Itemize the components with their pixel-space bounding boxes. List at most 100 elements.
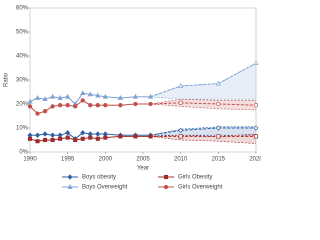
point [73, 104, 78, 109]
point [65, 103, 70, 108]
point [27, 132, 33, 138]
x-tick-label: 2000 [99, 157, 113, 163]
line-segment [105, 133, 121, 136]
y-tick-label: 30% [16, 78, 29, 84]
legend-label: Girls Overweight [178, 185, 223, 191]
line-segment [180, 127, 219, 131]
point [253, 60, 259, 66]
point [80, 136, 85, 141]
band-edge [150, 98, 256, 105]
x-axis-label: Year [137, 166, 149, 172]
point [43, 137, 48, 143]
point [118, 103, 123, 108]
point [103, 103, 108, 108]
point [148, 101, 153, 107]
band-edge [150, 136, 257, 144]
point [178, 134, 183, 139]
point [216, 134, 221, 139]
point [148, 134, 153, 139]
point [102, 131, 108, 137]
y-tick-label: 40% [16, 54, 29, 60]
point [50, 137, 55, 143]
point [147, 93, 154, 99]
y-tick-label: 20% [16, 102, 29, 108]
point [103, 135, 108, 140]
point [133, 101, 138, 107]
point [80, 130, 86, 136]
point [253, 103, 259, 108]
point [65, 130, 71, 136]
point [73, 137, 78, 143]
band-edge [150, 96, 256, 100]
line-segment [150, 102, 181, 105]
x-tick-label: 1995 [61, 157, 75, 163]
chart: Ratio Year 0% 10% 20% 30% 40% 50% 60% 1990 1995 2… [4, 6, 261, 191]
point [65, 135, 70, 140]
point [42, 131, 48, 137]
point [95, 131, 101, 137]
line-segment [180, 83, 219, 87]
point [42, 109, 48, 114]
band-edge [150, 133, 257, 137]
point [95, 92, 101, 98]
point [42, 96, 48, 102]
point [65, 93, 71, 99]
x-tick-label: 2015 [212, 157, 226, 163]
point [215, 125, 221, 131]
point [50, 104, 55, 109]
projection-band [150, 126, 256, 136]
legend-label: Boys obesity [82, 175, 116, 181]
point [57, 95, 63, 100]
projection-band [150, 63, 256, 100]
x-tick-label: 2020 [249, 157, 261, 163]
point [80, 98, 85, 103]
band-edge [150, 126, 256, 136]
point [117, 95, 123, 100]
point [253, 134, 259, 139]
line-segment [150, 129, 181, 136]
point [178, 100, 183, 105]
point [57, 103, 63, 108]
point [58, 136, 63, 141]
y-tick-label: 60% [16, 6, 29, 12]
legend-marker [67, 184, 73, 189]
point [57, 132, 63, 138]
point [35, 111, 40, 116]
y-axis-label: Ratio [4, 72, 10, 87]
point [215, 80, 221, 86]
point [27, 98, 33, 104]
point [95, 103, 100, 108]
line-segment [120, 96, 136, 99]
x-tick-label: 1990 [23, 157, 37, 163]
point [27, 104, 33, 109]
point [35, 139, 40, 144]
line-segment [180, 102, 219, 105]
point [35, 132, 41, 138]
point [87, 91, 93, 97]
point [118, 134, 123, 139]
point [132, 93, 139, 99]
line-segment [150, 85, 181, 98]
legend-marker [67, 174, 73, 180]
line-segment [120, 103, 136, 106]
y-tick-label: 50% [16, 30, 29, 36]
point [88, 135, 93, 140]
legend-label: Boys Overweight [82, 185, 128, 191]
point [50, 93, 56, 99]
y-tick-label: 0% [19, 150, 28, 156]
point [87, 131, 93, 137]
point [95, 136, 100, 141]
y-tick-label: 10% [16, 126, 29, 132]
line-segment [218, 62, 257, 85]
point [178, 127, 184, 134]
point [102, 93, 108, 99]
legend-label: Girls Obesity [178, 175, 212, 181]
point [50, 132, 56, 138]
point [216, 101, 221, 107]
legend-marker [163, 184, 169, 190]
legend-marker [163, 174, 169, 180]
projection-band [150, 99, 256, 110]
line-segment [218, 103, 257, 106]
point [133, 134, 138, 139]
band-edge [150, 103, 257, 111]
